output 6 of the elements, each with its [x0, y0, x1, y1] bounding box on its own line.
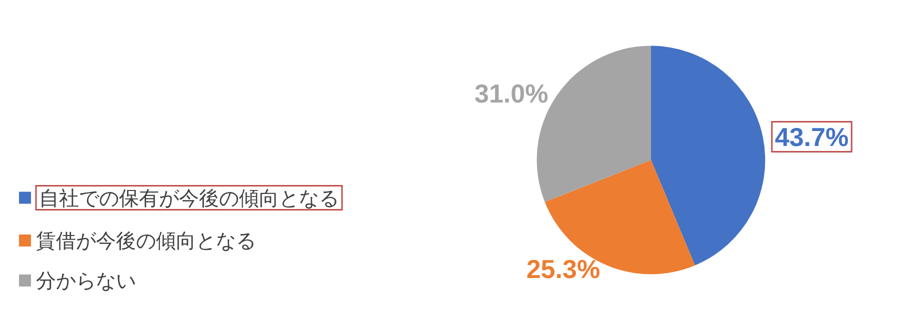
- legend-label: 賃借が今後の傾向となる: [36, 228, 256, 252]
- legend-label: 自社での保有が今後の傾向となる: [39, 186, 339, 210]
- data-label: 43.7%: [774, 122, 849, 152]
- data-label: 25.3%: [526, 254, 600, 284]
- legend-label: 分からない: [36, 268, 136, 292]
- data-label: 31.0%: [474, 78, 548, 109]
